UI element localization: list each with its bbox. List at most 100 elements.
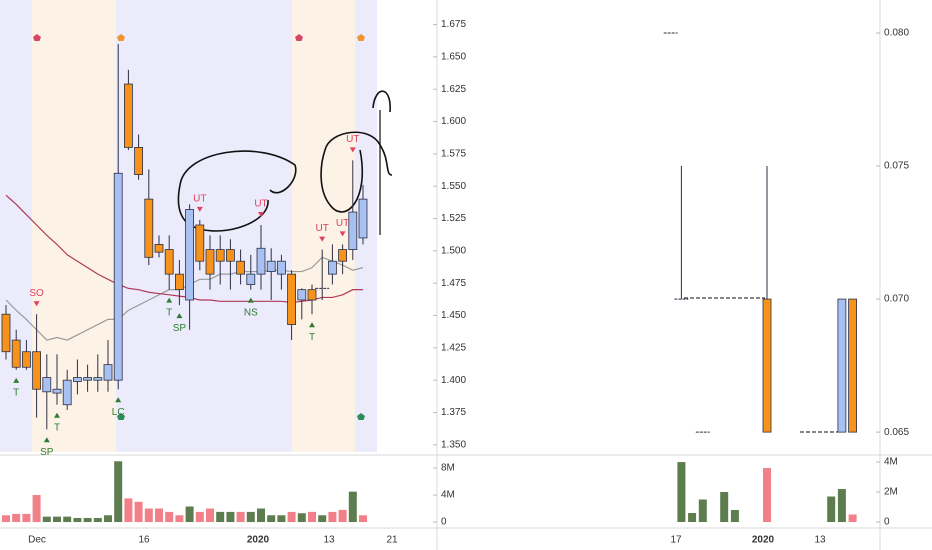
volume-bar <box>688 513 697 523</box>
y-tick-label: 0.075 <box>884 161 909 172</box>
x-tick-label: 2020 <box>752 535 775 546</box>
x-tick-label: 17 <box>670 535 682 546</box>
y-tick-label: 1.500 <box>441 246 466 257</box>
icon <box>295 34 303 41</box>
signal-marker <box>115 397 122 403</box>
signal-label: SO <box>29 288 44 299</box>
volume-bar <box>338 509 347 523</box>
signal-marker <box>247 297 254 303</box>
volume-bar <box>155 508 163 523</box>
candle-body <box>52 388 62 394</box>
y-tick-label: 1.575 <box>441 149 466 160</box>
icon <box>357 413 365 420</box>
candle-body <box>225 249 235 262</box>
candle-body <box>1 313 11 353</box>
y-tick-label: 0.080 <box>884 28 909 39</box>
volume-bar <box>267 515 276 523</box>
x-tick-label: 2020 <box>247 535 270 546</box>
moving-average <box>5 194 363 304</box>
candle-body <box>21 351 31 368</box>
signal-marker <box>43 437 50 443</box>
candle-body <box>113 172 123 381</box>
band <box>32 0 116 452</box>
volume-bar <box>124 498 133 523</box>
signal-label: UT <box>254 199 267 210</box>
volume-bar <box>134 501 143 523</box>
signal-marker <box>166 297 173 303</box>
volume-bar <box>144 508 153 523</box>
candle-body <box>124 83 133 148</box>
volume-bar <box>42 516 51 523</box>
volume-bar <box>114 461 123 523</box>
y-tick-label: 2M <box>884 487 898 498</box>
candle-body <box>837 298 847 433</box>
signal-label: UT <box>336 218 349 229</box>
y-tick-label: 1.550 <box>441 181 466 192</box>
icon <box>33 34 41 41</box>
volume-bar <box>318 515 327 523</box>
y-tick-label: 4M <box>441 490 455 501</box>
icon <box>117 34 125 41</box>
volume-bar <box>73 517 82 523</box>
x-tick-label: 16 <box>138 535 150 546</box>
candle-body <box>848 298 857 433</box>
candle-body <box>348 211 358 250</box>
volume-bar <box>22 513 31 523</box>
candle-body <box>154 243 164 253</box>
x-tick-label: 13 <box>323 535 335 546</box>
candle-body <box>134 147 144 175</box>
volume-bar <box>837 489 846 523</box>
y-tick-label: 1.525 <box>441 213 466 224</box>
y-tick-label: 0.070 <box>884 294 909 305</box>
volume-bar <box>104 515 112 523</box>
candle-body <box>236 260 246 275</box>
volume-bar <box>185 506 194 523</box>
y-tick-label: 1.450 <box>441 310 466 321</box>
volume-bar <box>12 513 21 523</box>
volume-bar <box>677 462 686 523</box>
y-tick-label: 1.350 <box>441 439 466 450</box>
candle-body <box>338 249 348 262</box>
volume-bar <box>827 496 836 523</box>
volume-bar <box>93 517 102 523</box>
dashed-levels <box>684 297 842 433</box>
candle-body <box>276 260 286 275</box>
candle-body <box>144 198 154 258</box>
y-tick-label: 1.650 <box>441 52 466 63</box>
candle-body <box>762 298 772 433</box>
volume-bar <box>297 513 306 523</box>
volume-bar <box>246 511 255 523</box>
signal-marker <box>319 236 326 242</box>
signal-marker <box>13 377 20 383</box>
y-tick-label: 0.065 <box>884 427 909 438</box>
band <box>292 0 355 452</box>
moving-average <box>5 256 364 341</box>
candle-body <box>93 377 103 381</box>
volume-bar <box>308 511 316 523</box>
volume-bar <box>226 511 235 523</box>
y-tick-label: 1.375 <box>441 407 466 418</box>
signal-label: SP <box>173 323 187 334</box>
volume-bar <box>175 515 184 523</box>
y-tick-label: 1.675 <box>441 19 466 30</box>
y-tick-label: 1.600 <box>441 116 466 127</box>
volume-bar <box>83 517 92 523</box>
volume-bar <box>206 508 214 523</box>
volume-bar <box>236 511 245 523</box>
signal-marker <box>176 313 183 319</box>
y-tick-label: 4M <box>884 457 898 468</box>
volume-bar <box>359 515 367 523</box>
volume-bar <box>63 516 72 523</box>
y-tick-label: 1.475 <box>441 278 466 289</box>
x-tick-label: 21 <box>386 535 398 546</box>
candle-body <box>73 377 82 382</box>
candle-body <box>205 249 215 275</box>
signal-label: T <box>13 387 19 398</box>
signal-marker <box>349 147 356 153</box>
candle-body <box>32 351 41 390</box>
y-tick-label: 1.425 <box>441 342 466 353</box>
candle-body <box>327 260 337 275</box>
candle-body <box>62 379 72 406</box>
volume-bar <box>763 468 771 523</box>
signal-label: T <box>166 307 172 318</box>
